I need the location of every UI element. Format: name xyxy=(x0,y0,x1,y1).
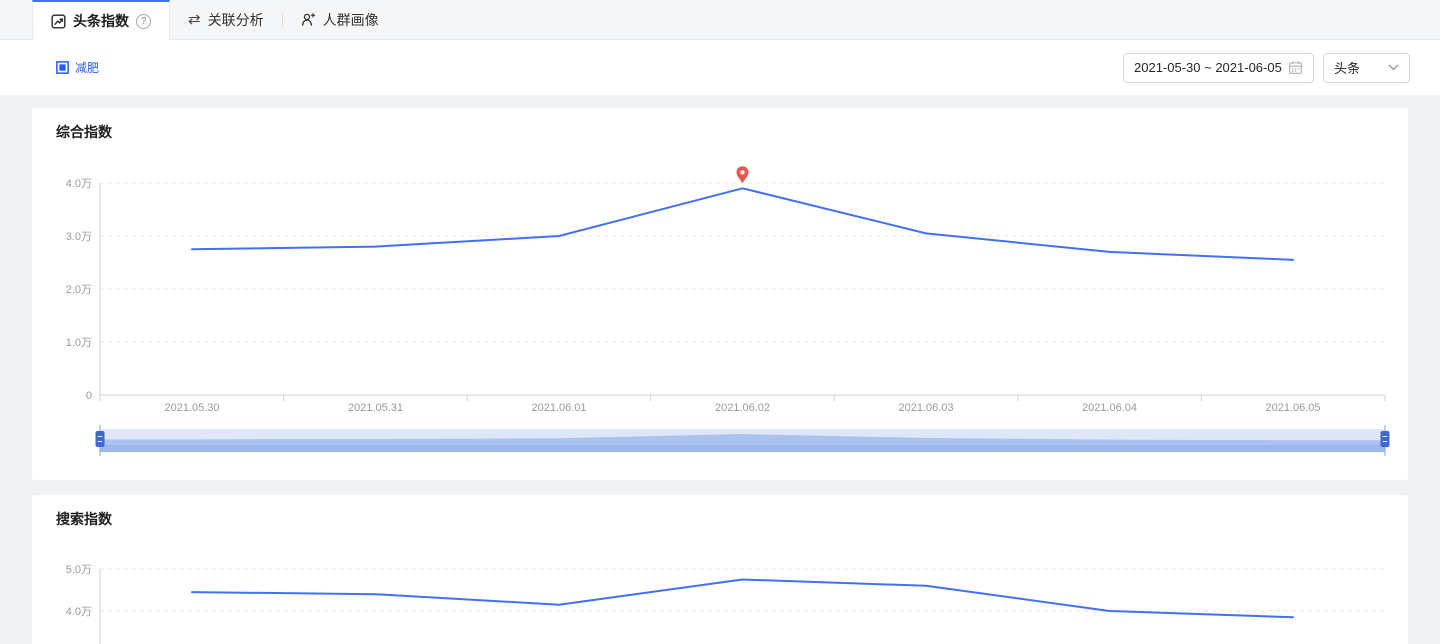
x-tick-label: 2021.05.31 xyxy=(348,402,403,414)
y-tick-label: 3.0万 xyxy=(66,231,92,243)
x-tick-label: 2021.06.01 xyxy=(531,402,586,414)
x-tick-label: 2021.06.05 xyxy=(1265,402,1320,414)
y-tick-label: 0 xyxy=(86,390,92,402)
date-range-picker[interactable]: 2021-05-30 ~ 2021-06-05 xyxy=(1123,52,1314,83)
x-tick-label: 2021.06.03 xyxy=(898,402,953,414)
y-tick-label: 4.0万 xyxy=(66,606,92,618)
y-tick-label: 1.0万 xyxy=(66,337,92,349)
date-range-value: 2021-05-30 ~ 2021-06-05 xyxy=(1134,60,1282,75)
line-series[interactable] xyxy=(191,187,1294,261)
comprehensive-index-card: 综合指数 0 1.0万 2.0万 3.0万 4.0万 2021.05.30 2021.05.… xyxy=(32,108,1408,480)
y-tick-label: 2.0万 xyxy=(66,284,92,296)
legend-square-icon xyxy=(56,61,69,74)
tab-label: 头条指数 xyxy=(73,13,129,29)
pin-marker[interactable] xyxy=(736,166,749,184)
chart-title-comprehensive: 综合指数 xyxy=(56,124,112,140)
trend-chart-icon xyxy=(51,13,66,29)
datazoom-bar xyxy=(100,445,1385,452)
x-tick-label: 2021.06.04 xyxy=(1082,402,1137,414)
tab-label: 关联分析 xyxy=(207,11,264,28)
tab-association-analysis[interactable]: ⇄ 关联分析 xyxy=(170,0,282,39)
keyword-label: 减肥 xyxy=(75,61,100,75)
keyword-tag[interactable]: 减肥 xyxy=(56,59,99,76)
tab-toutiao-index[interactable]: 头条指数 ? xyxy=(32,0,170,40)
filter-row: 减肥 2021-05-30 ~ 2021-06-05 头条 xyxy=(0,40,1440,95)
comprehensive-index-chart[interactable]: 0 1.0万 2.0万 3.0万 4.0万 2021.05.30 2021.05.31 202… xyxy=(32,108,1408,480)
platform-value: 头条 xyxy=(1334,61,1361,76)
tab-divider xyxy=(281,12,283,27)
search-index-chart[interactable]: 5.0万 4.0万 xyxy=(32,495,1408,644)
tab-audience-portrait[interactable]: 人群画像 xyxy=(283,0,397,39)
datazoom-handle-right[interactable] xyxy=(1380,425,1390,456)
datazoom-handle-left[interactable] xyxy=(95,425,105,456)
x-tick-label: 2021.05.30 xyxy=(164,402,219,414)
chart-title-search: 搜索指数 xyxy=(56,511,112,527)
people-icon xyxy=(301,13,315,26)
platform-select[interactable]: 头条 xyxy=(1323,52,1410,83)
line-series[interactable] xyxy=(191,578,1294,619)
filter-controls: 2021-05-30 ~ 2021-06-05 头条 xyxy=(1123,52,1410,83)
exchange-icon: ⇄ xyxy=(188,11,201,28)
search-index-card: 搜索指数 5.0万 4.0万 xyxy=(32,495,1408,644)
x-tick-label: 2021.06.02 xyxy=(715,402,770,414)
calendar-icon xyxy=(1289,61,1303,75)
tab-label: 人群画像 xyxy=(322,11,379,28)
y-tick-label: 5.0万 xyxy=(66,564,92,576)
datazoom-slider[interactable] xyxy=(95,425,1390,456)
help-icon[interactable]: ? xyxy=(136,13,151,29)
tab-bar: 头条指数 ? ⇄ 关联分析 人群画像 xyxy=(0,0,1440,40)
y-tick-label: 4.0万 xyxy=(66,178,92,190)
chevron-down-icon xyxy=(1388,64,1399,71)
